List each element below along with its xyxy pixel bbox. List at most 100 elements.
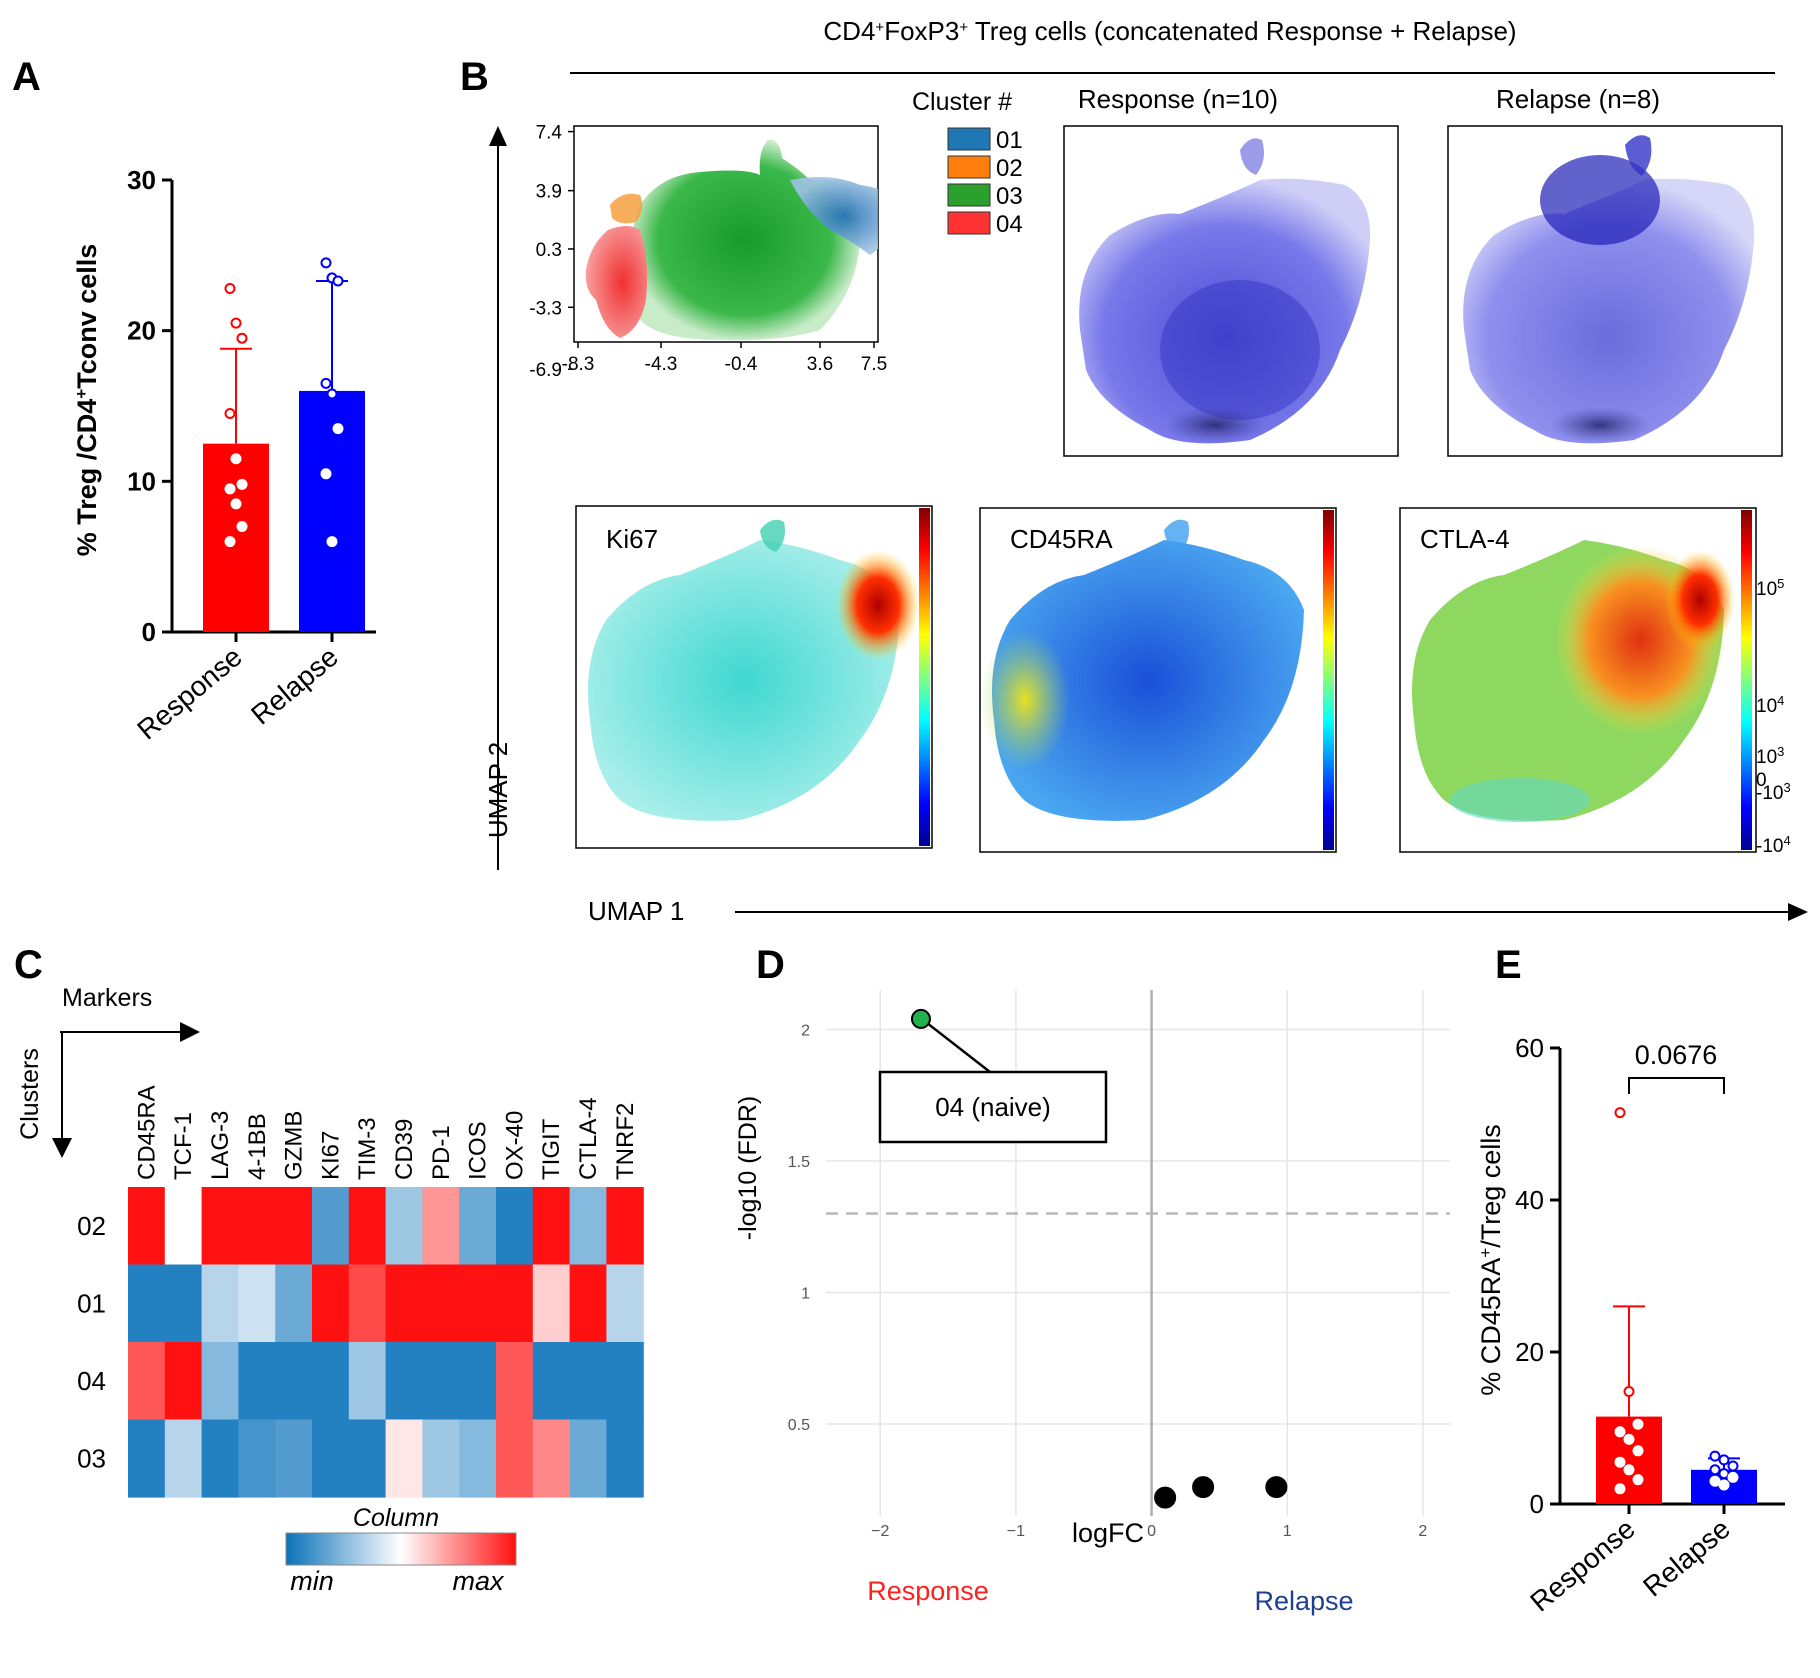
heatmap-cell: [201, 1419, 239, 1498]
pvalue-bracket: [1628, 1077, 1725, 1094]
heatmap-column-label: KI67: [317, 1131, 344, 1180]
panel-d-x-tick-label: 2: [1418, 1523, 1427, 1540]
data-point: [1623, 1433, 1635, 1445]
panel-b-title: CD4+FoxP3+ Treg cells (concatenated Resp…: [823, 16, 1516, 46]
cluster-legend-label-04: 04: [996, 211, 1023, 238]
colorbar-tick-base: 10: [1756, 696, 1777, 717]
annotation-leader-line: [926, 1021, 991, 1073]
response-panel-title: Response (n=10): [1078, 84, 1278, 114]
data-point: [1709, 1464, 1721, 1476]
x-tick-label-response: Response: [1524, 1513, 1641, 1618]
colorbar-tick-exp: 3: [1783, 780, 1790, 795]
heatmap-row-label: 03: [77, 1443, 106, 1473]
panel-d-x-tick-label: −2: [871, 1523, 889, 1540]
data-point: [1623, 1386, 1635, 1398]
data-point: [1614, 1483, 1626, 1495]
y-tick-label: 20: [127, 316, 156, 346]
cluster-legend-title: Cluster #: [912, 88, 1012, 116]
heatmap-cell: [275, 1264, 313, 1343]
heatmap-cell: [569, 1342, 607, 1421]
heatmap-cell: [348, 1187, 387, 1266]
heatmap-cell: [312, 1264, 350, 1343]
panel-label-c: C: [14, 943, 43, 987]
umap1-arrowhead: [1788, 903, 1808, 921]
cluster-umap-ticks: -8.3 -4.3 -0.4 3.6 7.5 7.4 3.9 0.3 -3.3 -6.9: [529, 123, 887, 382]
colorbar-tick-label: 105: [1756, 576, 1784, 601]
heatmap-column-label: TIM-3: [354, 1117, 381, 1180]
heatmap-cell: [348, 1419, 387, 1498]
bar-relapse: [299, 390, 365, 632]
volcano-point: [1192, 1476, 1215, 1499]
markers-arrowhead: [180, 1022, 200, 1042]
umap1-label: UMAP 1: [588, 896, 684, 926]
heatmap-row-label: 02: [77, 1211, 106, 1241]
data-point: [1718, 1468, 1730, 1480]
response-density-cloud: [1079, 178, 1371, 444]
data-point: [224, 483, 236, 495]
panel-d-y-tick-label: 2: [801, 1022, 810, 1039]
bar-response: [1596, 1416, 1662, 1504]
colorbar-tick-base: 10: [1756, 579, 1777, 600]
relapse-density-cloud: [1463, 178, 1755, 444]
clusters-arrowhead: [52, 1138, 72, 1158]
heatmap-cell: [496, 1264, 534, 1343]
heatmap-cell: [128, 1264, 166, 1343]
heatmap-cell: [238, 1419, 276, 1498]
panel-e-y-label: % CD45RA+/Treg cells: [1476, 1124, 1507, 1396]
umap-y-tick-label: 7.4: [536, 123, 563, 144]
cluster-legend-swatch-02: [947, 155, 991, 179]
colorbar-tick-base: -10: [1756, 783, 1783, 804]
heatmap-cell: [164, 1419, 203, 1498]
cluster-umap-clouds: [585, 139, 878, 341]
umap-y-tick-label: -3.3: [529, 298, 562, 319]
heatmap-legend-bar: [285, 1532, 517, 1566]
heatmap-column-label: TIGIT: [538, 1118, 565, 1180]
heatmap-cell: [238, 1264, 276, 1343]
heatmap-cell: [422, 1187, 460, 1266]
cluster-legend-label-03: 03: [996, 183, 1023, 210]
heatmap-cell: [569, 1419, 607, 1498]
data-point: [236, 332, 248, 344]
y-tick-label: 0: [1530, 1489, 1544, 1519]
y-tick-label: 10: [127, 466, 156, 496]
umap-x-tick-label: -8.3: [562, 354, 595, 375]
heatmap-column-label: LAG-3: [207, 1111, 234, 1180]
colorbar-tick-exp: 3: [1777, 744, 1784, 759]
ki67-hot-region: [836, 550, 920, 660]
heatmap-column-label: CD39: [391, 1119, 418, 1180]
heatmap-cell: [128, 1187, 166, 1266]
data-point: [1632, 1418, 1644, 1430]
colorbar-tick-base: -10: [1756, 836, 1783, 857]
cluster-01-cloud: [790, 177, 878, 255]
heatmap-cell: [422, 1264, 460, 1343]
colorbar-tick-exp: 4: [1777, 693, 1784, 708]
colorbar-tick-base: 10: [1756, 747, 1777, 768]
relapse-dark-spot: [1550, 407, 1650, 443]
heatmap-cell: [459, 1264, 497, 1343]
annotation-box: [878, 1070, 1108, 1144]
data-point: [1614, 1426, 1626, 1438]
cluster-legend-label-02: 02: [996, 155, 1023, 182]
data-point: [224, 536, 236, 548]
heatmap-cell: [532, 1187, 571, 1266]
panel-label-d: D: [756, 943, 785, 987]
response-umap-density: [1079, 138, 1371, 444]
heatmap-row-label: 01: [77, 1288, 106, 1318]
umap-y-tick-label: 0.3: [536, 240, 562, 261]
heatmap-cell: [164, 1187, 203, 1266]
panel-d-x-tick-label: 1: [1283, 1523, 1292, 1540]
x-tick-label-relapse: Relapse: [1637, 1513, 1736, 1603]
heatmap-legend-title: Column: [353, 1504, 439, 1532]
colorbar-tick-label: -103: [1756, 780, 1791, 805]
ki67-colorbar: [919, 508, 930, 846]
cluster-legend-label-01: 01: [996, 127, 1023, 154]
heatmap-cell: [238, 1342, 276, 1421]
cluster-legend-swatch-03: [947, 183, 991, 207]
pvalue-label: 0.0676: [1635, 1040, 1718, 1070]
data-point: [326, 388, 338, 400]
panel-d-volcano: 0.5 1 1.5 2 −2 −1 0 1 2 -log10 (FDR) logFC Respo…: [734, 990, 1450, 1616]
cd45ra-colorbar: [1323, 510, 1334, 850]
ctla4-hot-region: [1665, 550, 1735, 650]
bar-response: [203, 443, 269, 632]
